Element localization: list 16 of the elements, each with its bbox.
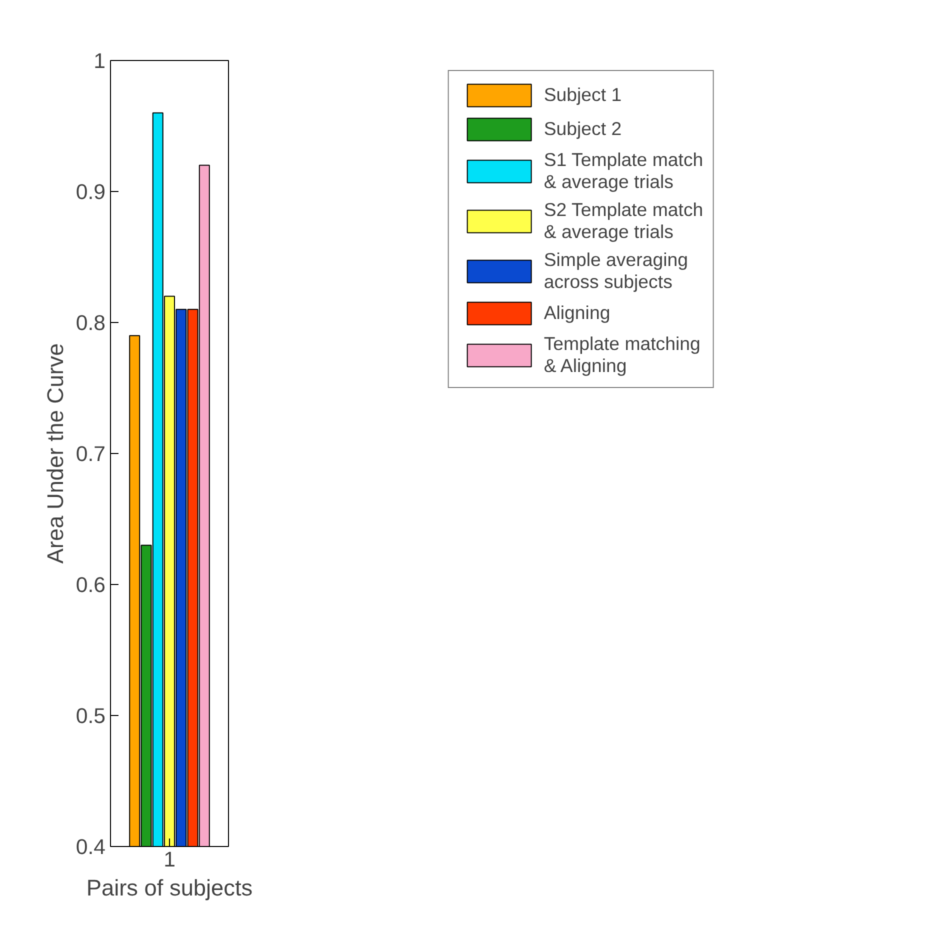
y-tick-label: 0.5: [76, 704, 106, 728]
y-axis-title: Area Under the Curve: [42, 343, 68, 564]
y-tick-label: 0.9: [76, 180, 106, 204]
legend-label: Subject 1: [544, 84, 622, 106]
y-tick-label: 0.4: [76, 835, 106, 859]
x-axis-title: Pairs of subjects: [86, 874, 253, 900]
legend-label: S1 Template match & average trials: [544, 149, 704, 193]
y-tick-label: 0.6: [76, 573, 106, 597]
y-tick-label: 1: [94, 49, 106, 73]
legend-label: S2 Template match & average trials: [544, 199, 704, 243]
y-tick-label: 0.7: [76, 442, 106, 466]
legend-label: Aligning: [544, 302, 610, 324]
legend-label: Simple averaging across subjects: [544, 249, 688, 293]
legend-label: Template matching & Aligning: [544, 333, 700, 377]
y-tick-label: 0.8: [76, 311, 106, 335]
legend-label: Subject 2: [544, 118, 622, 140]
